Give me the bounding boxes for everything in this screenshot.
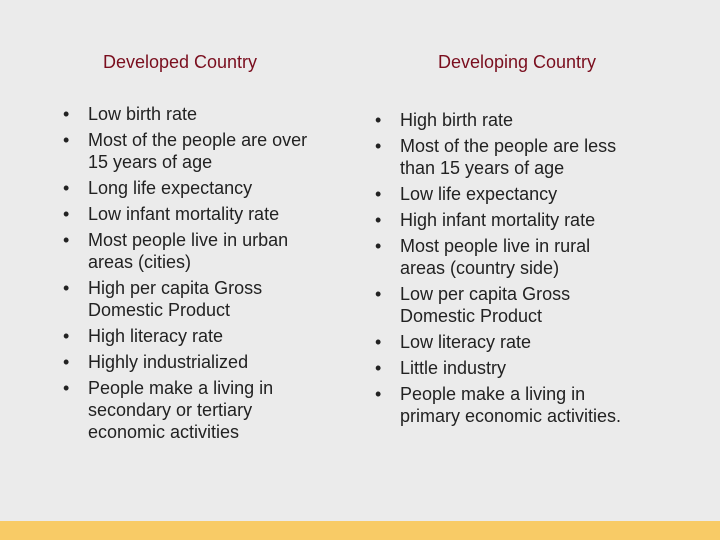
column-heading: Developing Country [437, 52, 597, 72]
bullet-list: High birth rate Most of the people are le… [375, 109, 627, 431]
bullet-item: High literacy rate [63, 325, 315, 347]
bullet-item: Most people live in urban areas (cities) [63, 229, 315, 273]
bullet-item: Highly industrialized [63, 351, 315, 373]
bullet-list: Low birth rate Most of the people are ove… [63, 103, 315, 447]
bullet-item: Most of the people are over 15 years of … [63, 129, 315, 173]
bullet-item: High per capita Gross Domestic Product [63, 277, 315, 321]
bullet-item: High infant mortality rate [375, 209, 627, 231]
bullet-item: Most of the people are less than 15 year… [375, 135, 627, 179]
bullet-item: Low life expectancy [375, 183, 627, 205]
bullet-item: Low literacy rate [375, 331, 627, 353]
bullet-item: High birth rate [375, 109, 627, 131]
bullet-item: Little industry [375, 357, 627, 379]
footer-bar [0, 521, 720, 540]
bullet-item: People make a living in primary economic… [375, 383, 627, 427]
column-heading: Developed Country [102, 52, 258, 72]
bullet-item: Low birth rate [63, 103, 315, 125]
bullet-item: Low per capita Gross Domestic Product [375, 283, 627, 327]
bullet-item: Long life expectancy [63, 177, 315, 199]
bullet-item: People make a living in secondary or ter… [63, 377, 315, 443]
bullet-item: Low infant mortality rate [63, 203, 315, 225]
bullet-item: Most people live in rural areas (country… [375, 235, 627, 279]
